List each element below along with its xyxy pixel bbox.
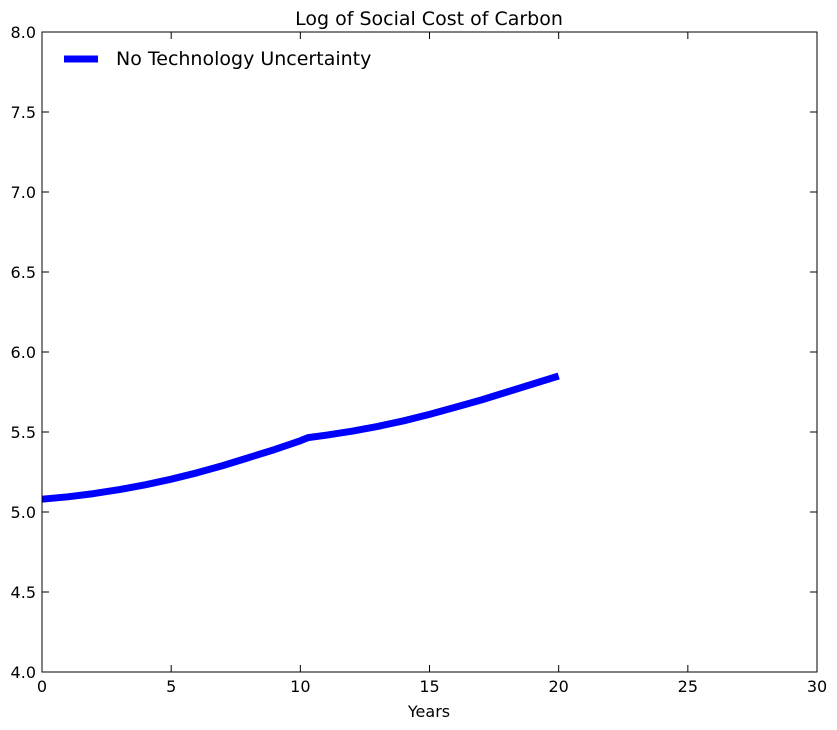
x-tick-label: 0 [37,677,47,696]
y-tick-label: 6.5 [11,263,36,282]
y-tick-label: 7.0 [11,183,36,202]
x-tick-label: 15 [419,677,439,696]
x-tick-label: 5 [166,677,176,696]
x-axis-title: Years [407,702,450,721]
y-tick-label: 8.0 [11,23,36,42]
y-tick-label: 6.0 [11,343,36,362]
x-tick-label: 10 [290,677,310,696]
y-tick-label: 4.5 [11,583,36,602]
x-tick-label: 30 [807,677,827,696]
x-tick-label: 20 [548,677,568,696]
chart-title: Log of Social Cost of Carbon [295,8,563,30]
y-axis-ticks: 4.0 4.5 5.0 5.5 6.0 6.5 7.0 7.5 8.0 [11,23,817,682]
series-line-no-technology-uncertainty [41,372,560,503]
series-layer [41,372,560,503]
x-axis-ticks: 0 5 10 15 20 25 30 [37,32,827,696]
legend: No Technology Uncertainty [64,48,371,70]
y-tick-label: 5.0 [11,503,36,522]
y-tick-label: 7.5 [11,103,36,122]
plot-area-frame [41,31,818,673]
y-tick-label: 5.5 [11,423,36,442]
legend-label: No Technology Uncertainty [116,48,371,70]
x-tick-label: 25 [678,677,698,696]
y-tick-label: 4.0 [11,663,36,682]
